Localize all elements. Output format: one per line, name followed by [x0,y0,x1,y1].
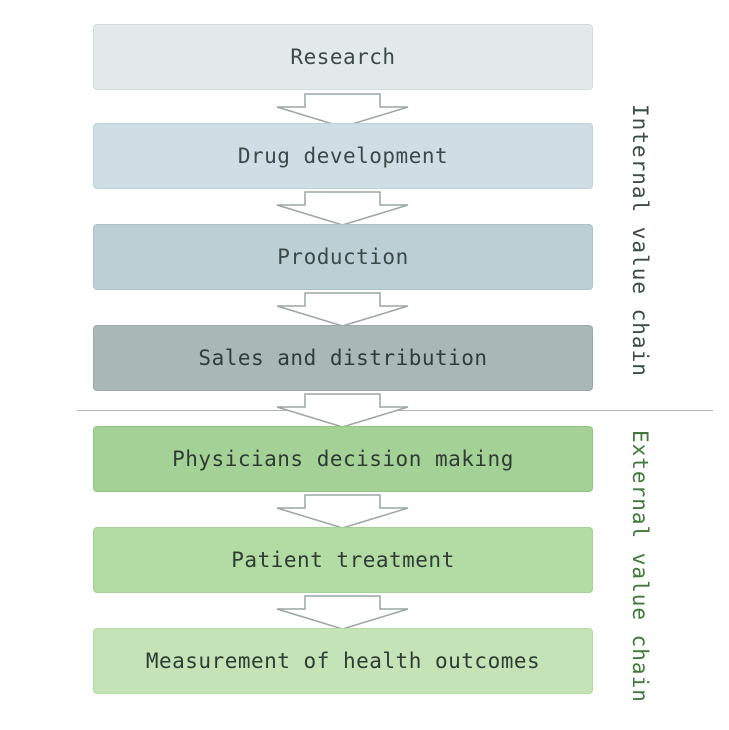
step-patient-treatment: Patient treatment [93,527,593,593]
step-physicians-decision-making: Physicians decision making [93,426,593,492]
step-sales-and-distribution: Sales and distribution [93,325,593,391]
step-measurement-of-health-outcomes: Measurement of health outcomes [93,628,593,694]
step-label: Patient treatment [231,548,455,572]
step-label: Measurement of health outcomes [145,649,541,673]
down-arrow-icon [276,292,409,327]
step-label: Production [277,245,409,269]
down-arrow-icon [276,191,409,226]
step-label: Physicians decision making [172,447,514,471]
external-value-chain-label: External value chain [628,430,652,703]
step-production: Production [93,224,593,290]
step-drug-development: Drug development [93,123,593,189]
down-arrow-icon [276,93,409,128]
down-arrow-icon [276,393,409,428]
step-label: Drug development [237,144,449,168]
down-arrow-icon [276,494,409,529]
down-arrow-icon [276,595,409,630]
step-research: Research [93,24,593,90]
step-label: Sales and distribution [198,346,488,370]
step-label: Research [290,45,396,69]
internal-value-chain-label: Internal value chain [628,104,652,377]
